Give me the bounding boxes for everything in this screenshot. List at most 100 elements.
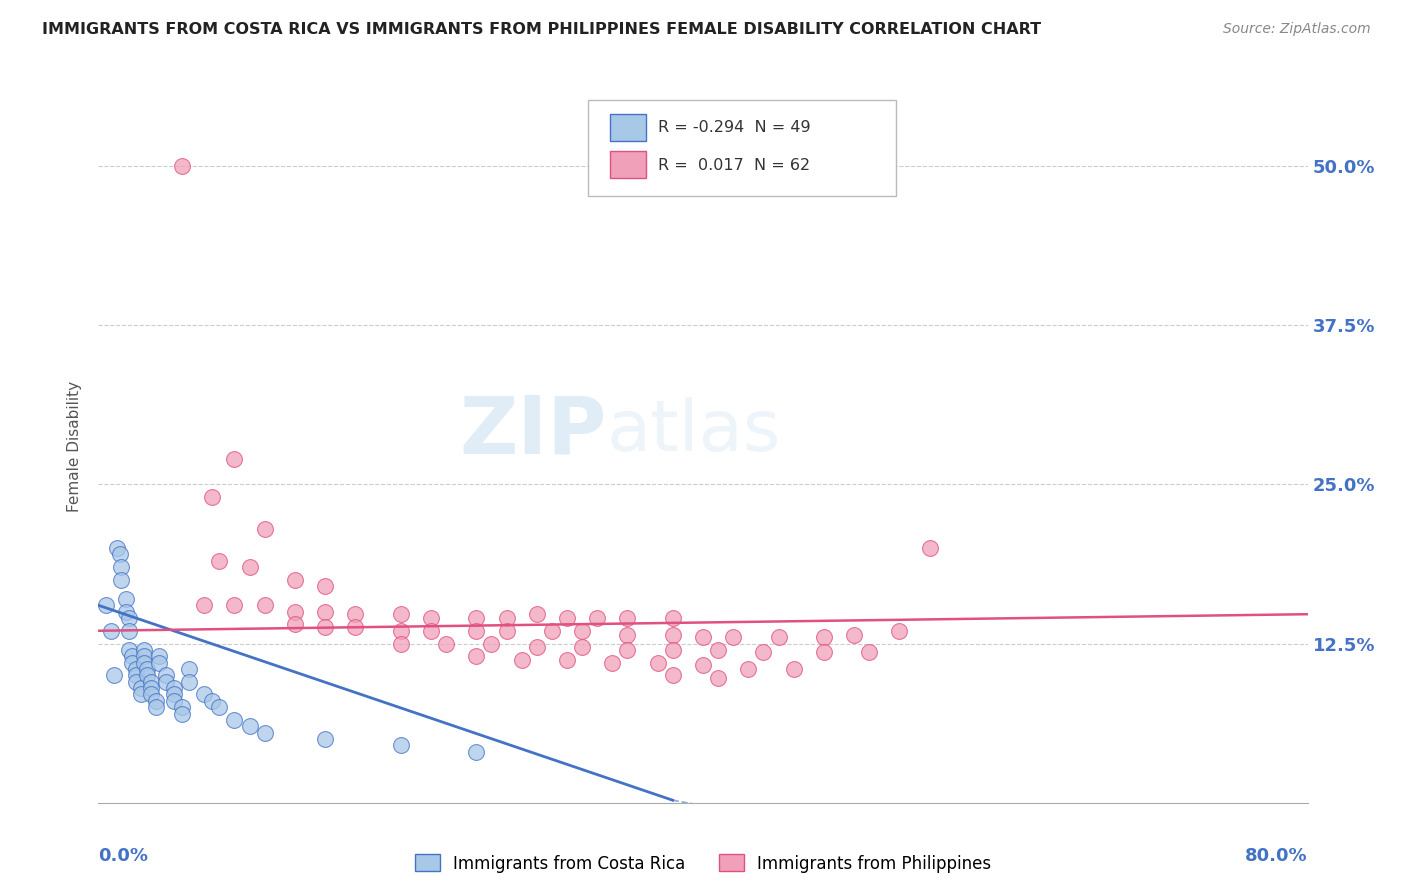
Point — [510, 653, 533, 667]
Point — [118, 624, 141, 638]
Point — [662, 611, 685, 625]
Point — [193, 688, 215, 702]
Point — [141, 688, 163, 702]
Point — [145, 694, 167, 708]
Point — [121, 649, 143, 664]
Point — [141, 681, 163, 695]
Point — [125, 668, 148, 682]
Text: Source: ZipAtlas.com: Source: ZipAtlas.com — [1223, 22, 1371, 37]
Y-axis label: Female Disability: Female Disability — [67, 380, 83, 512]
Point — [465, 745, 488, 759]
Point — [389, 624, 412, 638]
Point — [132, 643, 155, 657]
Point — [224, 599, 246, 613]
Legend: Immigrants from Costa Rica, Immigrants from Philippines: Immigrants from Costa Rica, Immigrants f… — [408, 847, 998, 880]
FancyBboxPatch shape — [610, 152, 647, 178]
Point — [170, 700, 193, 714]
Point — [707, 671, 730, 685]
Point — [201, 490, 224, 504]
Point — [94, 599, 117, 613]
Point — [314, 579, 336, 593]
Point — [647, 656, 669, 670]
Point — [662, 668, 685, 682]
Point — [132, 649, 155, 664]
Point — [163, 681, 186, 695]
Point — [389, 739, 412, 753]
Point — [918, 541, 941, 555]
Point — [284, 573, 307, 587]
Point — [208, 554, 231, 568]
Point — [420, 611, 443, 625]
Point — [314, 620, 336, 634]
Point — [141, 674, 163, 689]
Point — [114, 591, 136, 606]
Point — [465, 649, 488, 664]
FancyBboxPatch shape — [610, 114, 647, 141]
Point — [201, 694, 224, 708]
Point — [108, 547, 131, 561]
Point — [155, 674, 177, 689]
Point — [465, 624, 488, 638]
Point — [253, 599, 276, 613]
Point — [105, 541, 128, 555]
Point — [284, 605, 307, 619]
Point — [118, 643, 141, 657]
Text: 80.0%: 80.0% — [1244, 847, 1308, 865]
Point — [103, 668, 125, 682]
Text: atlas: atlas — [606, 397, 780, 467]
Point — [145, 700, 167, 714]
Point — [420, 624, 443, 638]
Point — [889, 624, 911, 638]
Point — [155, 668, 177, 682]
Point — [118, 611, 141, 625]
Point — [135, 662, 157, 676]
Point — [110, 560, 132, 574]
Point — [284, 617, 307, 632]
Point — [163, 688, 186, 702]
Point — [768, 630, 790, 644]
Point — [224, 713, 246, 727]
Point — [110, 573, 132, 587]
Point — [495, 624, 517, 638]
Text: IMMIGRANTS FROM COSTA RICA VS IMMIGRANTS FROM PHILIPPINES FEMALE DISABILITY CORR: IMMIGRANTS FROM COSTA RICA VS IMMIGRANTS… — [42, 22, 1042, 37]
Point — [434, 636, 457, 650]
Point — [783, 662, 806, 676]
Point — [540, 624, 562, 638]
Point — [314, 605, 336, 619]
Point — [616, 643, 638, 657]
Point — [602, 656, 624, 670]
Point — [344, 620, 367, 634]
Point — [170, 159, 193, 173]
Point — [692, 630, 714, 644]
Point — [148, 649, 170, 664]
Point — [132, 656, 155, 670]
Point — [858, 645, 880, 659]
Point — [179, 674, 201, 689]
Point — [555, 611, 578, 625]
Point — [526, 640, 548, 655]
Point — [616, 627, 638, 641]
Point — [813, 645, 835, 659]
Point — [752, 645, 775, 659]
Point — [114, 605, 136, 619]
Point — [723, 630, 745, 644]
Point — [571, 640, 593, 655]
Point — [737, 662, 759, 676]
Point — [586, 611, 609, 625]
Point — [389, 636, 412, 650]
Point — [495, 611, 517, 625]
Point — [571, 624, 593, 638]
Point — [179, 662, 201, 676]
Text: 0.0%: 0.0% — [98, 847, 149, 865]
Point — [481, 636, 503, 650]
Point — [125, 674, 148, 689]
Point — [844, 627, 866, 641]
Text: R =  0.017  N = 62: R = 0.017 N = 62 — [658, 158, 810, 173]
Point — [253, 522, 276, 536]
Point — [555, 653, 578, 667]
Point — [707, 643, 730, 657]
Point — [662, 627, 685, 641]
Point — [148, 656, 170, 670]
Point — [121, 656, 143, 670]
Point — [526, 607, 548, 622]
